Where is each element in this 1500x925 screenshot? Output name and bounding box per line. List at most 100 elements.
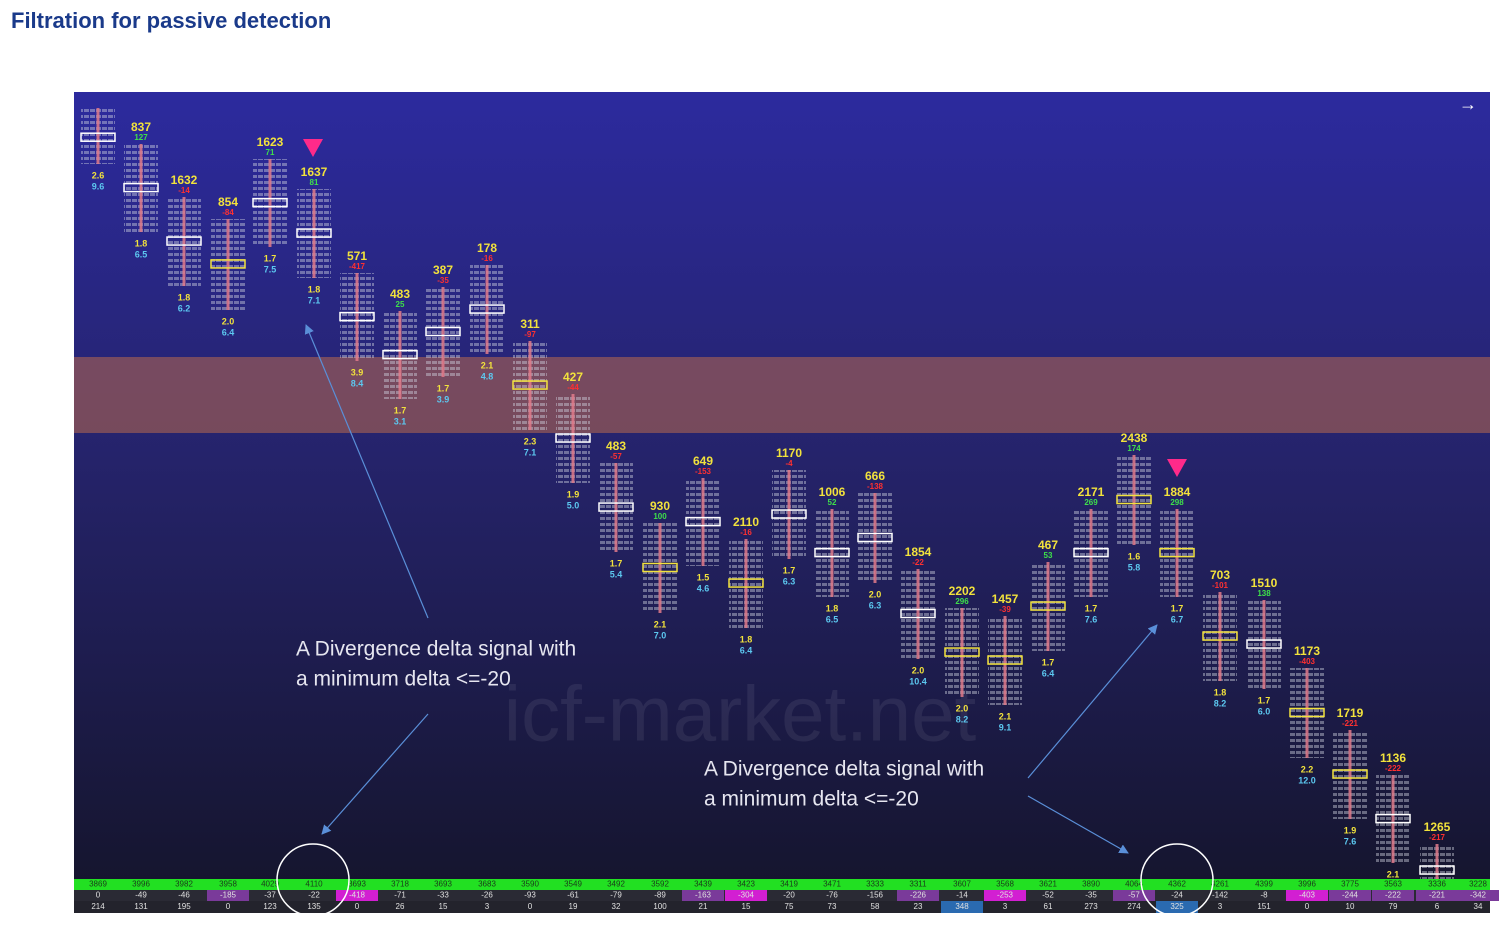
footer-extra: 58 <box>871 902 880 911</box>
footer-delta: -222 <box>1385 891 1402 900</box>
poc-box <box>1246 639 1282 649</box>
footer-volume: 3621 <box>1039 880 1057 889</box>
ratio-secondary: 6.3 <box>783 576 796 586</box>
footer-extra: 3 <box>485 902 490 911</box>
poc-box <box>1375 813 1411 824</box>
poc-box <box>1332 769 1368 779</box>
candle-total: 2202 <box>949 584 976 598</box>
footer-extra: 100 <box>653 902 667 911</box>
candle-total: 666 <box>865 469 885 483</box>
footer-volume: 3718 <box>391 880 409 889</box>
footer-delta: -226 <box>910 891 927 900</box>
cell-highlight <box>1416 890 1458 901</box>
footer-extra: 0 <box>355 902 360 911</box>
ratio: 2.0 <box>869 589 882 599</box>
footer-extra: 3 <box>1003 902 1008 911</box>
footer-delta: -142 <box>1212 891 1229 900</box>
cell-highlight <box>984 890 1026 901</box>
cluster-spine <box>1046 562 1050 651</box>
footer-extra: 325 <box>1170 902 1184 911</box>
candle-total: 930 <box>650 499 670 513</box>
cluster-spine <box>614 463 618 552</box>
footer-extra: 21 <box>699 902 708 911</box>
candle-total: 1719 <box>1337 706 1364 720</box>
ratio-secondary: 8.4 <box>351 378 364 388</box>
ratio-secondary: 9.1 <box>999 722 1012 732</box>
footer-volume: 3419 <box>780 880 798 889</box>
footer-extra: 195 <box>177 902 191 911</box>
cluster-spine <box>1175 509 1179 597</box>
ratio: 2.1 <box>1387 869 1400 879</box>
footer-volume: 3693 <box>434 880 452 889</box>
footer-volume: 3228 <box>1469 880 1487 889</box>
poc-box <box>598 502 634 512</box>
slide-title: Filtration for passive detection <box>11 8 331 33</box>
candle-delta: 71 <box>266 148 275 157</box>
footer-delta: -46 <box>178 891 190 900</box>
candle-delta: -221 <box>1342 719 1359 728</box>
cluster-spine <box>1218 592 1222 681</box>
footer-extra: 274 <box>1127 902 1141 911</box>
poc-box <box>900 608 936 619</box>
candle-total: 1637 <box>301 165 328 179</box>
footer-volume: 3549 <box>564 880 582 889</box>
poc-box <box>1202 631 1238 641</box>
footer-row-bg <box>74 879 1490 890</box>
poc-box <box>857 532 893 543</box>
ratio: 1.7 <box>394 405 407 415</box>
footer-extra: 123 <box>263 902 277 911</box>
candle-total: 854 <box>218 195 238 209</box>
footer-delta: -14 <box>956 891 968 900</box>
poc-box <box>771 509 807 519</box>
poc-box <box>1073 547 1109 558</box>
expand-icon[interactable]: → <box>1459 94 1477 114</box>
ratio: 2.3 <box>524 436 537 446</box>
cluster-spine <box>398 311 402 399</box>
candle-delta: -101 <box>1212 581 1229 590</box>
cluster-spine <box>1348 730 1352 819</box>
footer-table: 3869 3996 3982 3958 4029 4110 3693 3718 3693 3683… <box>74 879 1499 913</box>
ratio: 2.6 <box>92 170 105 180</box>
ratio: 1.6 <box>1128 551 1141 561</box>
cluster-spine <box>701 478 705 566</box>
candle-delta: -217 <box>1429 833 1446 842</box>
footer-delta: -49 <box>135 891 147 900</box>
cluster-spine <box>139 144 143 232</box>
ratio: 2.1 <box>654 619 667 629</box>
candle-delta: -417 <box>349 262 366 271</box>
footer-delta: -185 <box>220 891 237 900</box>
candle-delta: -14 <box>178 186 190 195</box>
candle-total: 2171 <box>1078 485 1105 499</box>
poc-box <box>339 311 375 322</box>
ratio: 1.8 <box>1214 687 1227 697</box>
cell-highlight <box>897 890 939 901</box>
ratio: 2.1 <box>999 711 1012 721</box>
footer-delta: -26 <box>481 891 493 900</box>
footer-delta: -93 <box>524 891 536 900</box>
ratio-secondary: 8.2 <box>1214 698 1227 708</box>
candle-delta: 269 <box>1084 498 1098 507</box>
footer-delta: -33 <box>437 891 449 900</box>
ratio-secondary: 6.4 <box>222 327 235 337</box>
footer-volume: 3996 <box>132 880 150 889</box>
footer-delta: -304 <box>738 891 755 900</box>
footer-delta: -163 <box>695 891 712 900</box>
ratio-secondary: 7.5 <box>264 264 277 274</box>
cluster-spine <box>873 493 877 583</box>
footer-volume: 3333 <box>866 880 884 889</box>
footer-delta: -37 <box>264 891 276 900</box>
cluster-spine <box>960 608 964 697</box>
cell-highlight <box>207 890 249 901</box>
poc-box <box>425 326 461 337</box>
footer-delta: -79 <box>610 891 622 900</box>
footer-volume: 4064 <box>1125 880 1143 889</box>
footer-delta: -24 <box>1171 891 1183 900</box>
footer-volume: 3590 <box>521 880 539 889</box>
cluster-spine <box>1391 775 1395 863</box>
footer-delta: -52 <box>1042 891 1054 900</box>
cluster-spine <box>1003 616 1007 705</box>
cluster-spine <box>916 569 920 659</box>
candle-total: 649 <box>693 454 713 468</box>
footer-volume: 3775 <box>1341 880 1359 889</box>
poc-box <box>685 516 721 527</box>
